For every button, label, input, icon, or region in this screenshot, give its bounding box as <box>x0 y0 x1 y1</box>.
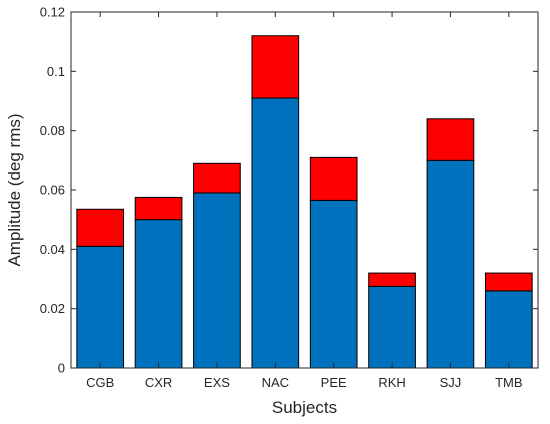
x-tick-label-nac: NAC <box>262 375 289 390</box>
y-tick-label: 0.08 <box>40 123 65 138</box>
bar-cgb-segment-1 <box>76 245 125 369</box>
bar-pee-segment-2 <box>309 156 358 201</box>
x-tick-label-cgb: CGB <box>86 375 114 390</box>
bar-sjj-segment-1 <box>426 159 475 369</box>
x-axis-label: Subjects <box>272 398 337 417</box>
y-tick-label: 0.06 <box>40 183 65 198</box>
bar-exs-segment-1 <box>193 192 241 369</box>
y-axis-ticks: 0 0.02 0.04 0.06 0.08 0.1 0.12 <box>40 5 538 376</box>
y-axis-label: Amplitude (deg rms) <box>5 113 24 266</box>
plot-frame <box>70 11 539 369</box>
bar-exs-segment-2 <box>193 162 241 194</box>
bar-rkh-segment-1 <box>368 285 416 369</box>
x-tick-label-pee: PEE <box>321 375 347 390</box>
bar-nac-segment-2 <box>251 35 300 99</box>
x-tick-label-cxr: CXR <box>145 375 172 390</box>
y-tick-label: 0.12 <box>40 5 65 20</box>
x-tick-label-sjj: SJJ <box>440 375 462 390</box>
bar-sjj-segment-2 <box>426 118 475 161</box>
y-tick-label: 0.02 <box>40 301 65 316</box>
bar-rkh-segment-2 <box>368 272 416 287</box>
bars-group <box>76 35 533 369</box>
x-tick-label-exs: EXS <box>204 375 230 390</box>
y-tick-label: 0.1 <box>47 64 65 79</box>
y-tick-label: 0.04 <box>40 242 65 257</box>
y-tick-label: 0 <box>58 361 65 376</box>
bar-tmb-segment-1 <box>484 290 533 369</box>
bar-pee-segment-1 <box>309 199 358 369</box>
bar-nac-segment-1 <box>251 97 300 369</box>
bar-cxr-segment-2 <box>134 196 183 221</box>
bar-tmb-segment-2 <box>484 272 533 292</box>
x-tick-label-rkh: RKH <box>378 375 405 390</box>
bar-cxr-segment-1 <box>134 219 183 369</box>
bar-cgb-segment-2 <box>76 208 125 247</box>
x-axis-ticks: CGB CXR EXS NAC PEE RKH SJJ TMB <box>86 12 523 390</box>
x-tick-label-tmb: TMB <box>495 375 522 390</box>
